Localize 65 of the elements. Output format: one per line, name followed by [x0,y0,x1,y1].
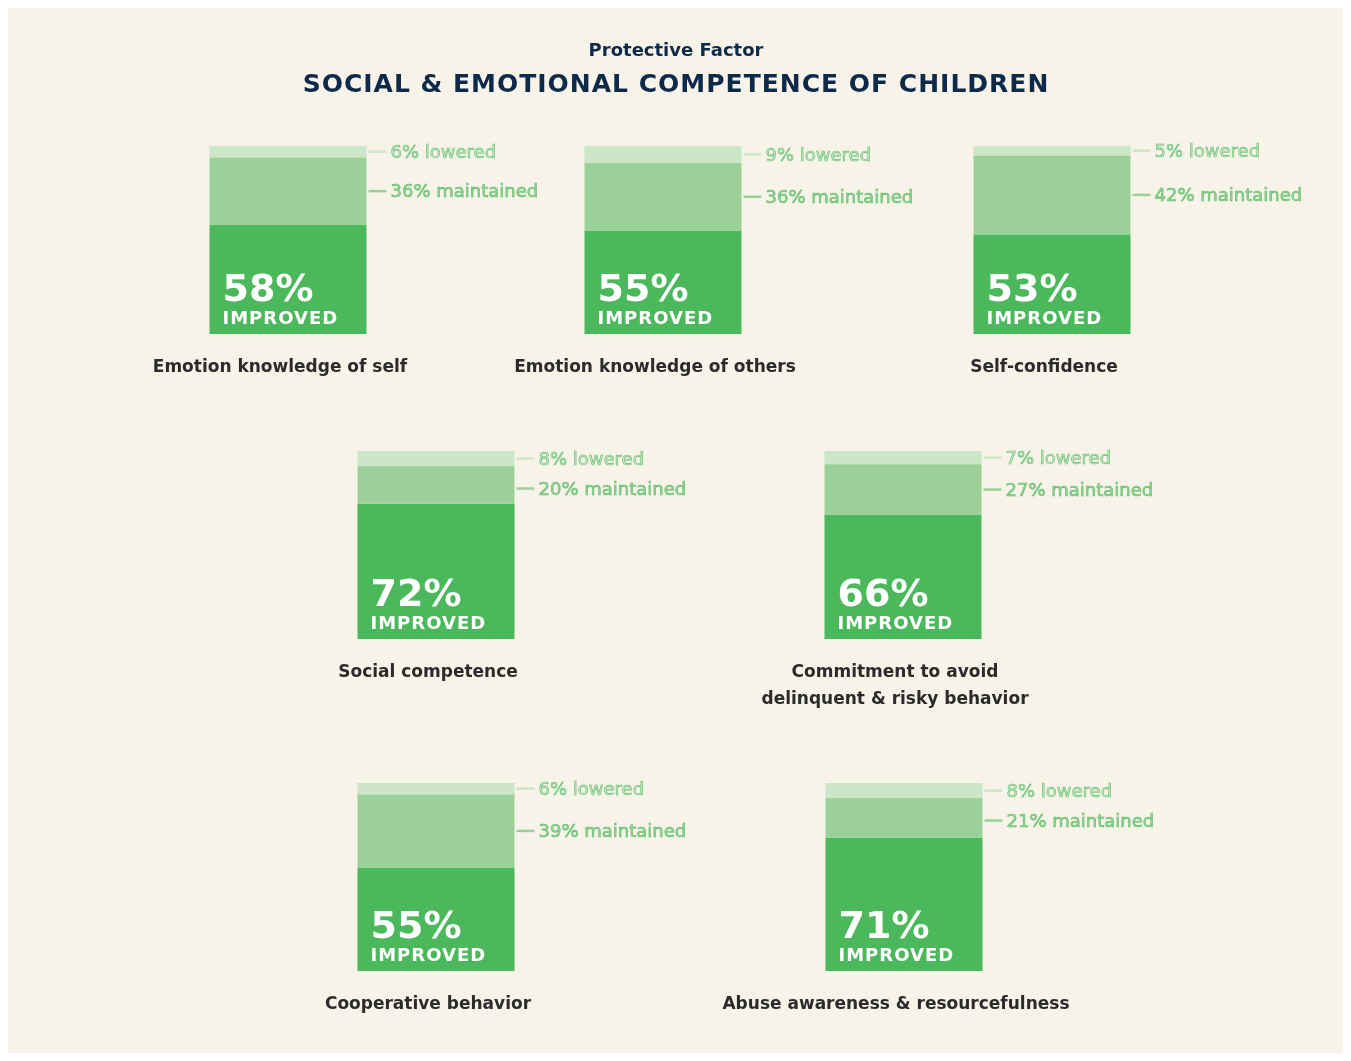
text: maintained [584,477,687,499]
x-tick-label: Cooperative behavior [324,993,532,1013]
text: IMPROVED [838,944,955,965]
text: maintained [811,186,914,208]
text: lowered [1040,779,1113,801]
data-label: 72% [370,571,462,615]
data-label: 55% [370,903,462,947]
bar [825,837,983,971]
data-label: 36% [390,180,431,202]
data-label: 58% [222,266,314,310]
bar [357,466,515,504]
text: maintained [584,820,687,842]
chart-title: SOCIAL & EMOTIONAL COMPETENCE OF CHILDREN [302,69,1050,98]
x-tick-label: Self-confidence [970,356,1118,376]
data-label: 42% [1154,184,1195,206]
x-tick-label: Commitment to avoid delinquent & risky behavior [761,661,1030,708]
data-label: 27% [1005,478,1046,500]
x-tick-label: Emotion knowledge of self [152,356,408,376]
text: IMPROVED [986,307,1103,328]
data-label: 39% [538,820,579,842]
bar [824,451,982,465]
text: lowered [572,447,645,469]
text: maintained [1051,478,1154,500]
text: lowered [572,777,645,799]
series-label: IMPROVED [370,612,487,633]
data-label: 66% [837,571,929,615]
data-label: 71% [838,903,930,947]
bar [357,783,515,795]
data-label: 6% [538,777,568,799]
data-label: 6% [390,140,420,162]
bar [973,155,1131,235]
text: maintained [1052,809,1155,831]
data-label: 7% [1005,446,1035,468]
data-label: 9% [765,143,795,165]
x-tick-label: Abuse awareness & resourcefulness [722,993,1070,1013]
x-tick-label: Social competence [338,661,518,681]
bar [209,157,367,225]
data-label: 8% [538,447,568,469]
series-label: IMPROVED [222,307,339,328]
data-label: 36% [765,186,806,208]
data-label: 5% [1154,140,1184,161]
text: lowered [799,143,872,165]
text: lowered [424,140,497,162]
bar [825,798,983,838]
series-label: IMPROVED [370,944,487,965]
text: lowered [1188,140,1261,161]
bar [357,794,515,868]
bar [209,146,367,158]
data-label: 21% [1006,809,1047,831]
bar [357,451,515,467]
bar [824,464,982,515]
text: maintained [436,180,539,202]
data-label: 55% [597,266,689,310]
bar [357,503,515,639]
text: IMPROVED [837,612,954,633]
text: lowered [1039,446,1112,468]
data-label: 53% [986,266,1078,310]
text: IMPROVED [597,307,714,328]
bar [825,783,983,799]
chart-subtitle: Protective Factor [588,39,764,60]
x-tick-label: Emotion knowledge of others [514,356,796,376]
text: maintained [1200,184,1303,206]
data-label: 8% [1006,779,1036,801]
bar [973,146,1131,156]
data-label: 20% [538,477,579,499]
